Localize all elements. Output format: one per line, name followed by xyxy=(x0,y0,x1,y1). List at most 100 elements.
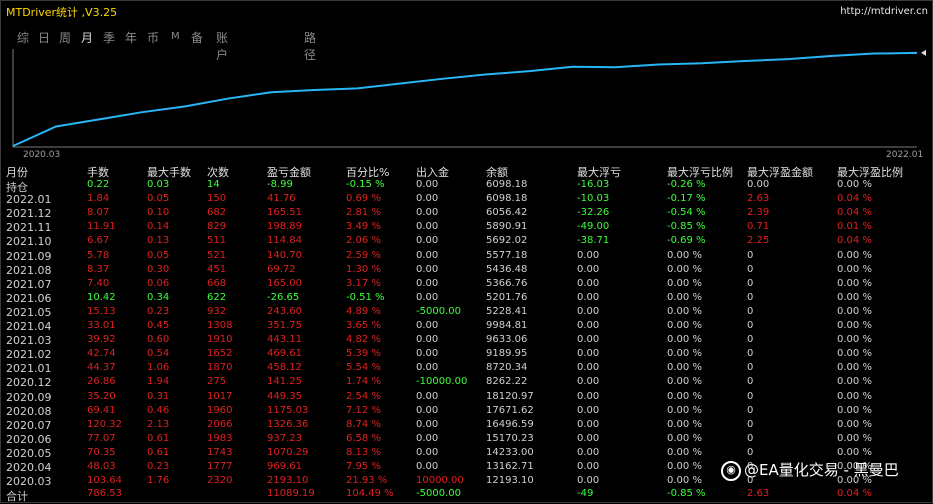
cell-pnl: 969.61 xyxy=(267,461,302,472)
table-row[interactable]: 2020.03 103.64 1.76 2320 2193.10 21.93 % 10000… xyxy=(1,475,932,489)
table-row[interactable]: 2021.10 6.67 0.13 511 114.84 2.06 % 0.00 5692.0… xyxy=(1,235,932,249)
cell-max-float-loss-pct: -0.85 % xyxy=(667,488,706,499)
tab-4[interactable]: 季 xyxy=(103,31,116,45)
table-row[interactable]: 2020.07 120.32 2.13 2066 1326.36 8.74 % 0.00 16… xyxy=(1,419,932,433)
table-row[interactable]: 2021.02 42.74 0.54 1652 469.61 5.39 % 0.00 9189… xyxy=(1,348,932,362)
table-row[interactable]: 2020.12 26.86 1.94 275 141.25 1.74 % -10000.00… xyxy=(1,376,932,390)
table-row[interactable]: 2021.08 8.37 0.30 451 69.72 1.30 % 0.00 5436.48… xyxy=(1,264,932,278)
header-max-float-profit[interactable]: 最大浮盈金额 xyxy=(747,166,813,179)
cell-count: 451 xyxy=(207,264,227,275)
cell-max-float-profit: 0 xyxy=(747,362,754,373)
cell-month: 2020.12 xyxy=(6,376,52,389)
cell-max-float-profit: 0 xyxy=(747,264,754,275)
total-row[interactable]: 合计 786.53 11089.19 104.49 % -5000.00 -49 -0.85… xyxy=(1,488,932,503)
cell-max-lots: 0.05 xyxy=(147,250,170,261)
tab-6[interactable]: 币 xyxy=(147,31,160,45)
header-balance[interactable]: 余额 xyxy=(486,166,508,179)
tab-8[interactable]: 备 xyxy=(191,31,204,45)
cell-max-lots: 0.60 xyxy=(147,334,170,345)
cell-max-float-profit-pct: 0.00 % xyxy=(837,461,872,472)
cell-pct: 3.49 % xyxy=(346,221,381,232)
header-lots[interactable]: 手数 xyxy=(87,166,109,179)
table-row[interactable]: 2020.04 48.03 0.23 1777 969.61 7.95 % 0.00 1316… xyxy=(1,461,932,475)
cell-max-float-profit-pct: 0.00 % xyxy=(837,447,872,458)
cell-max-lots: 2.13 xyxy=(147,419,170,430)
cell-max-float-loss-pct: 0.00 % xyxy=(667,461,702,472)
table-row[interactable]: 2021.01 44.37 1.06 1870 458.12 5.54 % 0.00 8720… xyxy=(1,362,932,376)
table-row[interactable]: 2020.08 69.41 0.46 1960 1175.03 7.12 % 0.00 176… xyxy=(1,405,932,419)
header-pnl[interactable]: 盈亏金额 xyxy=(267,166,311,179)
cell-pct: 2.06 % xyxy=(346,235,381,246)
header-count[interactable]: 次数 xyxy=(207,166,229,179)
header-max-float-profit-pct[interactable]: 最大浮盈比例 xyxy=(837,166,903,179)
table-row[interactable]: 持仓 0.22 0.03 14 -8.99 -0.15 % 0.00 6098.18 -16.0… xyxy=(1,179,932,194)
cell-lots: 15.13 xyxy=(87,306,116,317)
cell-max-float-profit: 0 xyxy=(747,320,754,331)
table-row[interactable]: 2021.05 15.13 0.23 932 243.60 4.89 % -5000.00 5… xyxy=(1,306,932,320)
tab-2[interactable]: 周 xyxy=(59,31,72,45)
table-row[interactable]: 2021.12 8.07 0.10 682 165.51 2.81 % 0.00 6056.4… xyxy=(1,207,932,221)
cell-balance: 9189.95 xyxy=(486,348,528,359)
cell-month: 2021.01 xyxy=(6,362,52,375)
website-link[interactable]: http://mtdriver.cn xyxy=(840,6,928,17)
cell-count: 1960 xyxy=(207,405,233,416)
cell-pnl: -8.99 xyxy=(267,179,293,190)
table-row[interactable]: 2022.01 1.84 0.05 150 41.76 0.69 % 0.00 6098.18… xyxy=(1,193,932,207)
cell-max-lots: 0.05 xyxy=(147,193,170,204)
table-row[interactable]: 2020.09 35.20 0.31 1017 449.35 2.54 % 0.00 1812… xyxy=(1,391,932,405)
header-max-lots[interactable]: 最大手数 xyxy=(147,166,191,179)
header-max-float-loss[interactable]: 最大浮亏 xyxy=(577,166,621,179)
table-row[interactable]: 2021.07 7.40 0.06 668 165.00 3.17 % 0.00 5366.7… xyxy=(1,278,932,292)
x-label-start: 2020.03 xyxy=(23,150,60,160)
cell-count: 1910 xyxy=(207,334,233,345)
cell-deposit: 0.00 xyxy=(416,235,439,246)
cell-max-float-profit-pct: 0.00 % xyxy=(837,391,872,402)
cell-pct: 8.74 % xyxy=(346,419,381,430)
cell-count: 511 xyxy=(207,235,227,246)
tab-3[interactable]: 月 xyxy=(81,31,94,45)
cell-max-float-loss: 0.00 xyxy=(577,461,600,472)
cell-pnl: 198.89 xyxy=(267,221,302,232)
header-deposit[interactable]: 出入金 xyxy=(416,166,449,179)
cell-max-float-loss-pct: -0.17 % xyxy=(667,193,706,204)
cell-deposit: 0.00 xyxy=(416,405,439,416)
table-row[interactable]: 2021.04 33.01 0.45 1308 351.75 3.65 % 0.00 9984… xyxy=(1,320,932,334)
tab-1[interactable]: 日 xyxy=(38,31,51,45)
watermark-text: @EA量化交易 - 黑曼巴 xyxy=(744,461,899,479)
tab-5[interactable]: 年 xyxy=(125,31,138,45)
cell-max-float-profit-pct: 0.00 % xyxy=(837,405,872,416)
tab-7[interactable]: M xyxy=(171,31,180,42)
table-row[interactable]: 2021.09 5.78 0.05 521 140.70 2.59 % 0.00 5577.1… xyxy=(1,250,932,264)
tab-0[interactable]: 综 xyxy=(17,31,30,45)
header-pct[interactable]: 百分比% xyxy=(346,166,390,179)
cell-pct: 7.12 % xyxy=(346,405,381,416)
table-row[interactable]: 2020.06 77.07 0.61 1983 937.23 6.58 % 0.00 1517… xyxy=(1,433,932,447)
tab-10[interactable]: 路径 xyxy=(304,31,317,62)
table-row[interactable]: 2021.03 39.92 0.60 1910 443.11 4.82 % 0.00 9633… xyxy=(1,334,932,348)
cell-count: 1870 xyxy=(207,362,233,373)
cell-max-float-loss: 0.00 xyxy=(577,292,600,303)
cell-lots: 103.64 xyxy=(87,475,122,486)
cell-month: 2020.06 xyxy=(6,433,52,446)
cell-month: 2020.07 xyxy=(6,419,52,432)
cell-max-float-loss-pct: 0.00 % xyxy=(667,376,702,387)
cell-max-float-profit-pct: 0.00 % xyxy=(837,376,872,387)
cell-balance: 14233.00 xyxy=(486,447,534,458)
header-max-float-loss-pct[interactable]: 最大浮亏比例 xyxy=(667,166,733,179)
cell-max-lots: 0.30 xyxy=(147,264,170,275)
cell-balance: 17671.62 xyxy=(486,405,534,416)
cell-max-lots: 0.23 xyxy=(147,461,170,472)
table-row[interactable]: 2021.11 11.91 0.14 829 198.89 3.49 % 0.00 5890.… xyxy=(1,221,932,235)
cell-max-float-profit-pct: 0.00 % xyxy=(837,433,872,444)
table-row[interactable]: 2021.06 10.42 0.34 622 -26.65 -0.51 % 0.00 5201… xyxy=(1,292,932,306)
cell-lots: 39.92 xyxy=(87,334,116,345)
tab-9[interactable]: 账户 xyxy=(216,31,229,62)
cell-balance: 16496.59 xyxy=(486,419,534,430)
cell-lots: 8.37 xyxy=(87,264,110,275)
header-month[interactable]: 月份 xyxy=(6,166,28,179)
table-row[interactable]: 2020.05 70.35 0.61 1743 1070.29 8.13 % 0.00 142… xyxy=(1,447,932,461)
cell-month: 2021.07 xyxy=(6,278,52,291)
cell-pnl: 243.60 xyxy=(267,306,302,317)
cell-pnl: 1070.29 xyxy=(267,447,309,458)
cell-max-float-loss-pct: 0.00 % xyxy=(667,405,702,416)
